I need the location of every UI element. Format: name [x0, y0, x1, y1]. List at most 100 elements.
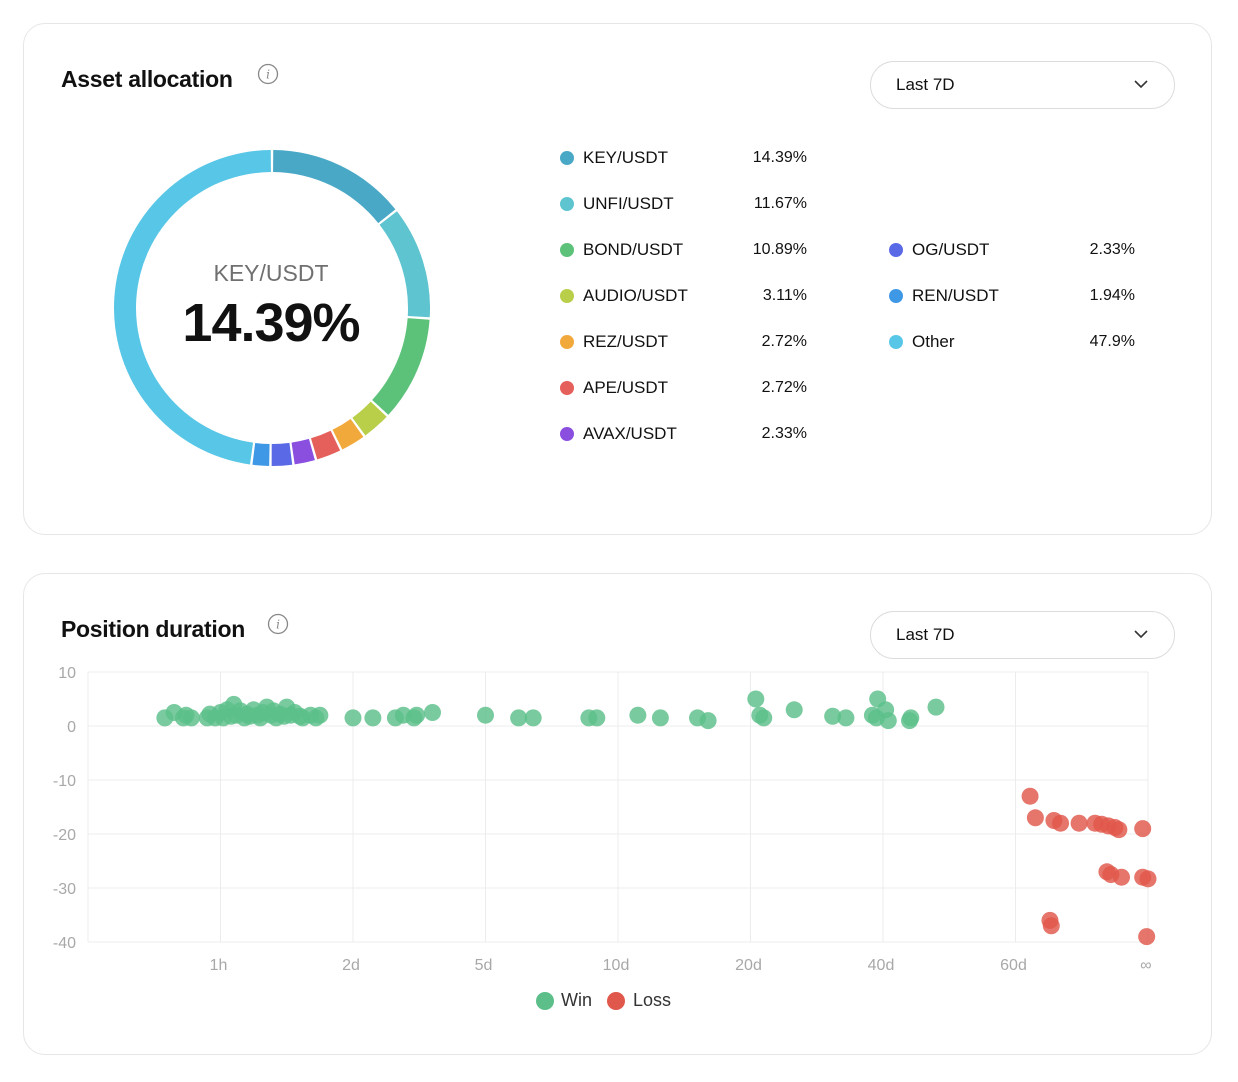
- legend-label: AUDIO/USDT: [583, 286, 688, 305]
- position-duration-card: 10 0 -10 -20 -30 -40 1h 2d 5d 10d 20d 40d 60d ∞ Posit…: [23, 573, 1212, 1055]
- y-tick-label: -20: [53, 827, 76, 844]
- info-icon[interactable]: i: [257, 63, 279, 85]
- win-point[interactable]: [837, 709, 855, 727]
- loss-point[interactable]: [1026, 809, 1044, 827]
- loss-legend-dot: [607, 992, 625, 1010]
- asset-allocation-card: Asset allocation i Last 7D KEY/USDT 14.3…: [23, 23, 1212, 535]
- donut-slice[interactable]: [252, 442, 270, 466]
- donut-slice[interactable]: [379, 211, 430, 318]
- win-point[interactable]: [785, 701, 803, 719]
- card-title: Position duration: [61, 616, 245, 642]
- x-tick-label: 5d: [475, 957, 493, 974]
- win-point[interactable]: [510, 709, 528, 727]
- win-point[interactable]: [344, 709, 362, 727]
- chevron-down-icon: [1134, 630, 1148, 639]
- x-tick-label: 40d: [868, 957, 895, 974]
- donut-slice[interactable]: [332, 418, 364, 450]
- x-tick-label: 1h: [210, 957, 228, 974]
- donut-slice[interactable]: [310, 430, 341, 460]
- legend-percent: 3.11%: [762, 287, 807, 304]
- legend-percent: 2.72%: [761, 333, 807, 350]
- donut-center-value: 14.39%: [182, 293, 360, 353]
- legend-item[interactable]: BOND/USDT 10.89%: [560, 240, 807, 262]
- loss-point[interactable]: [1052, 814, 1070, 832]
- donut-slice[interactable]: [372, 318, 430, 415]
- legend-percent: 11.67%: [753, 195, 807, 212]
- svg-text:i: i: [276, 618, 280, 632]
- win-point[interactable]: [651, 709, 669, 727]
- win-point[interactable]: [629, 706, 647, 724]
- win-point[interactable]: [927, 698, 945, 716]
- x-tick-label: 60d: [1000, 957, 1027, 974]
- donut-slice[interactable]: [273, 150, 396, 224]
- legend-item[interactable]: REZ/USDT 2.72%: [560, 332, 807, 354]
- legend-percent: 10.89%: [752, 241, 807, 258]
- legend-item[interactable]: AVAX/USDT 2.33%: [560, 424, 807, 446]
- loss-point[interactable]: [1070, 814, 1088, 832]
- legend-percent: 2.33%: [1089, 241, 1135, 258]
- win-point[interactable]: [699, 712, 717, 730]
- win-point[interactable]: [477, 706, 494, 724]
- allocation-donut-chart[interactable]: [114, 150, 430, 466]
- win-point[interactable]: [182, 709, 200, 727]
- legend-item[interactable]: APE/USDT 2.72%: [560, 378, 807, 400]
- legend-item[interactable]: REN/USDT 1.94%: [889, 286, 1135, 308]
- loss-point[interactable]: [1021, 787, 1039, 805]
- donut-center-label: KEY/USDT: [213, 260, 329, 286]
- legend-percent: 1.94%: [1089, 287, 1135, 304]
- y-tick-label: -40: [53, 935, 76, 952]
- donut-slice[interactable]: [271, 442, 293, 466]
- donut-slice[interactable]: [291, 438, 315, 465]
- y-tick-label: -30: [53, 881, 76, 898]
- chart-legend: Win Loss: [536, 988, 696, 1012]
- win-point[interactable]: [755, 709, 773, 727]
- win-point[interactable]: [879, 712, 897, 730]
- loss-point[interactable]: [1110, 821, 1128, 839]
- legend-item[interactable]: KEY/USDT 14.39%: [560, 148, 807, 170]
- win-point[interactable]: [747, 690, 765, 708]
- legend-item[interactable]: AUDIO/USDT 3.11%: [560, 286, 807, 308]
- legend-percent: 2.72%: [761, 379, 807, 396]
- legend-dot: [889, 243, 903, 257]
- win-point[interactable]: [588, 709, 606, 727]
- loss-point[interactable]: [1138, 928, 1156, 946]
- win-point[interactable]: [902, 709, 920, 727]
- legend-label: AVAX/USDT: [583, 424, 677, 443]
- x-tick-label: ∞: [1140, 957, 1151, 974]
- range-select[interactable]: Last 7D: [870, 611, 1175, 659]
- legend-dot: [560, 151, 574, 165]
- win-point[interactable]: [408, 706, 426, 724]
- win-legend-label[interactable]: Win: [561, 990, 592, 1010]
- range-select-value: Last 7D: [896, 75, 955, 94]
- legend-item[interactable]: OG/USDT 2.33%: [889, 240, 1135, 262]
- loss-point[interactable]: [1134, 820, 1152, 838]
- legend-percent: 2.33%: [761, 425, 807, 442]
- legend-percent: 47.9%: [1089, 333, 1135, 350]
- loss-point[interactable]: [1042, 917, 1060, 935]
- range-select[interactable]: Last 7D: [870, 61, 1175, 109]
- win-point[interactable]: [424, 704, 441, 721]
- legend-dot: [889, 335, 903, 349]
- loss-point[interactable]: [1139, 870, 1157, 888]
- loss-point[interactable]: [1113, 868, 1130, 886]
- legend-item[interactable]: Other 47.9%: [889, 332, 1135, 354]
- legend-dot: [560, 335, 574, 349]
- win-point[interactable]: [824, 707, 842, 725]
- win-point[interactable]: [364, 709, 382, 727]
- svg-text:i: i: [266, 68, 270, 82]
- legend-label: REZ/USDT: [583, 332, 668, 351]
- legend-label: BOND/USDT: [583, 240, 684, 259]
- donut-slice[interactable]: [114, 150, 271, 465]
- info-icon[interactable]: i: [267, 613, 289, 635]
- y-tick-label: 0: [67, 719, 76, 736]
- legend-dot: [560, 381, 574, 395]
- donut-slice[interactable]: [352, 401, 387, 436]
- win-point[interactable]: [524, 709, 542, 727]
- loss-legend-label[interactable]: Loss: [633, 990, 672, 1010]
- card-title: Asset allocation: [61, 66, 233, 92]
- win-legend-dot: [536, 992, 554, 1010]
- chevron-down-icon: [1134, 80, 1148, 89]
- win-point[interactable]: [311, 706, 329, 724]
- x-tick-label: 10d: [603, 957, 630, 974]
- legend-item[interactable]: UNFI/USDT 11.67%: [560, 194, 807, 216]
